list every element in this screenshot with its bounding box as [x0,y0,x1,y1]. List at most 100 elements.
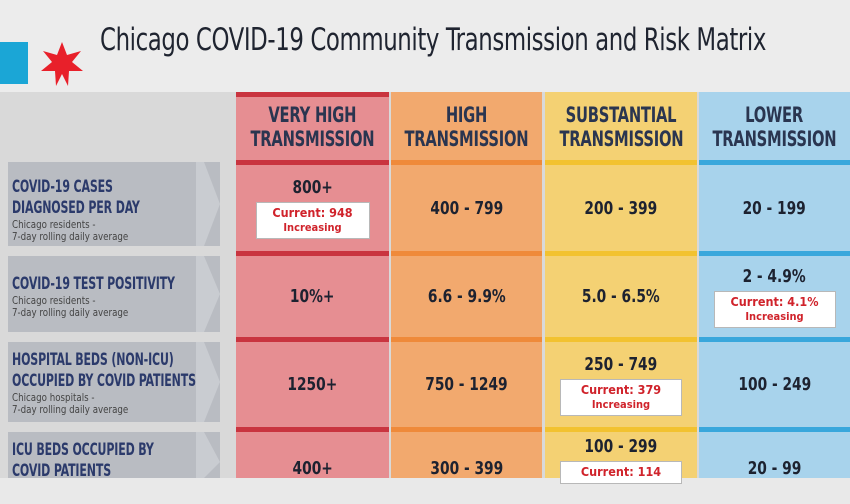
cell-value: 5.0 - 6.5% [582,286,660,307]
column-band [236,160,389,165]
cell-value: 20 - 199 [742,197,807,219]
column-band [699,427,850,432]
row-arrows [196,162,220,478]
row-sublabel: Chicago hospitals - [12,392,95,404]
cell-hospital-lower: 100 - 249 [699,342,850,427]
cell-cases-high: 400 - 799 [391,165,542,251]
row-label-bg [8,432,220,478]
cell-value: 1250+ [287,374,338,395]
current-trend: Increasing [591,397,651,411]
cell-value: 200 - 399 [584,197,658,219]
row-sublabel: 7-day rolling daily average [12,404,129,416]
column-header-line: LOWER [745,103,804,127]
column-band [545,160,697,165]
row-label-bg [8,342,220,422]
column-header-very-high: VERY HIGH TRANSMISSION [236,92,389,162]
cell-hospital-substantial: 250 - 749 Current: 379 Increasing [545,342,697,427]
cell-value: 400 - 799 [430,197,503,219]
column-band [236,251,389,256]
cell-value: 10%+ [290,286,335,307]
column-high: HIGH TRANSMISSION [391,92,542,478]
current-trend: Increasing [745,309,804,323]
current-value: Current: 948 [272,205,353,220]
column-band [236,337,389,342]
cell-value: 250 - 749 [584,353,658,375]
cell-positivity-substantial: 5.0 - 6.5% [545,256,697,337]
column-band [545,427,697,432]
current-trend: Increasing [283,221,342,234]
row-sublabel: 7-day rolling daily average [12,231,129,243]
column-very-high: VERY HIGH TRANSMISSION [236,92,389,478]
row-label-positivity: COVID-19 TEST POSITIVITY Chicago residen… [12,274,202,319]
column-header-line: TRANSMISSION [559,127,683,151]
current-badge: Current: 379 Increasing [560,378,682,416]
current-badge: Current: 948 Increasing [255,202,370,239]
current-badge: Current: 114 [560,461,682,484]
cell-positivity-very-high: 10%+ [236,256,389,337]
row-sublabel: Chicago residents - [12,219,96,231]
row-label-line: COVID-19 TEST POSITIVITY [12,274,175,294]
row-label-hospital: HOSPITAL BEDS (NON-ICU) OCCUPIED BY COVI… [12,350,202,416]
cell-value: 6.6 - 9.9% [427,286,506,307]
row-label-bg [8,256,220,332]
row-sublabel: Chicago residents - [12,295,96,307]
row-label-bg [8,162,220,246]
cell-value: 800+ [292,177,333,198]
cell-value: 2 - 4.9% [742,265,807,287]
cell-value: 300 - 399 [430,457,503,479]
column-band [391,251,542,256]
column-band [699,160,850,165]
column-band [236,427,389,432]
current-value: Current: 114 [580,464,662,479]
row-label-line: COVID-19 CASES [12,177,113,197]
column-header-substantial: SUBSTANTIAL TRANSMISSION [545,92,697,162]
column-band [699,251,850,256]
cell-value: 20 - 99 [747,457,802,479]
cell-hospital-high: 750 - 1249 [391,342,542,427]
chicago-star-icon [41,42,83,86]
row-sublabel: 7-day rolling daily average [12,307,129,319]
cell-value: 400+ [292,457,333,479]
row-label-line: HOSPITAL BEDS (NON-ICU) [12,350,174,370]
cell-cases-lower: 20 - 199 [699,165,850,251]
column-lower: LOWER TRANSMISSION [699,92,850,478]
column-header-line: TRANSMISSION [250,127,375,151]
row-label-cases: COVID-19 CASES DIAGNOSED PER DAY Chicago… [12,177,202,243]
page-title: Chicago COVID-19 Community Transmission … [100,22,766,58]
current-value: Current: 4.1% [730,293,819,309]
cell-value: 100 - 249 [738,374,811,395]
cell-icu-high: 300 - 399 [391,432,542,504]
row-label-line: ICU BEDS OCCUPIED BY [12,440,154,460]
column-band [545,337,697,342]
cell-icu-substantial: 100 - 299 Current: 114 [545,436,697,496]
column-header-line: TRANSMISSION [712,127,837,151]
row-label-icu: ICU BEDS OCCUPIED BY COVID PATIENTS [12,440,202,482]
column-band [699,337,850,342]
cell-hospital-very-high: 1250+ [236,342,389,427]
cell-value: 750 - 1249 [425,374,508,395]
cell-icu-very-high: 400+ [236,432,389,504]
column-band [545,251,697,256]
column-header-line: HIGH [445,103,488,127]
cell-icu-lower: 20 - 99 [699,432,850,504]
row-label-line: COVID PATIENTS [12,461,112,481]
header-bar [0,0,850,92]
column-header-lower: LOWER TRANSMISSION [699,92,850,162]
current-value: Current: 379 [580,381,662,397]
cell-cases-very-high: 800+ Current: 948 Increasing [236,165,389,251]
current-badge: Current: 4.1% Increasing [713,290,836,328]
cell-positivity-high: 6.6 - 9.9% [391,256,542,337]
column-header-line: SUBSTANTIAL [565,103,677,127]
column-header-high: HIGH TRANSMISSION [391,92,542,162]
cell-cases-substantial: 200 - 399 [545,165,697,251]
accent-block [0,42,28,84]
column-band [236,92,389,97]
column-band [391,337,542,342]
column-band [391,427,542,432]
column-header-line: VERY HIGH [268,103,357,127]
row-label-line: OCCUPIED BY COVID PATIENTS [12,371,196,391]
cell-value: 100 - 299 [584,436,658,457]
column-band [391,160,542,165]
row-label-line: DIAGNOSED PER DAY [12,198,140,218]
column-header-line: TRANSMISSION [404,127,529,151]
